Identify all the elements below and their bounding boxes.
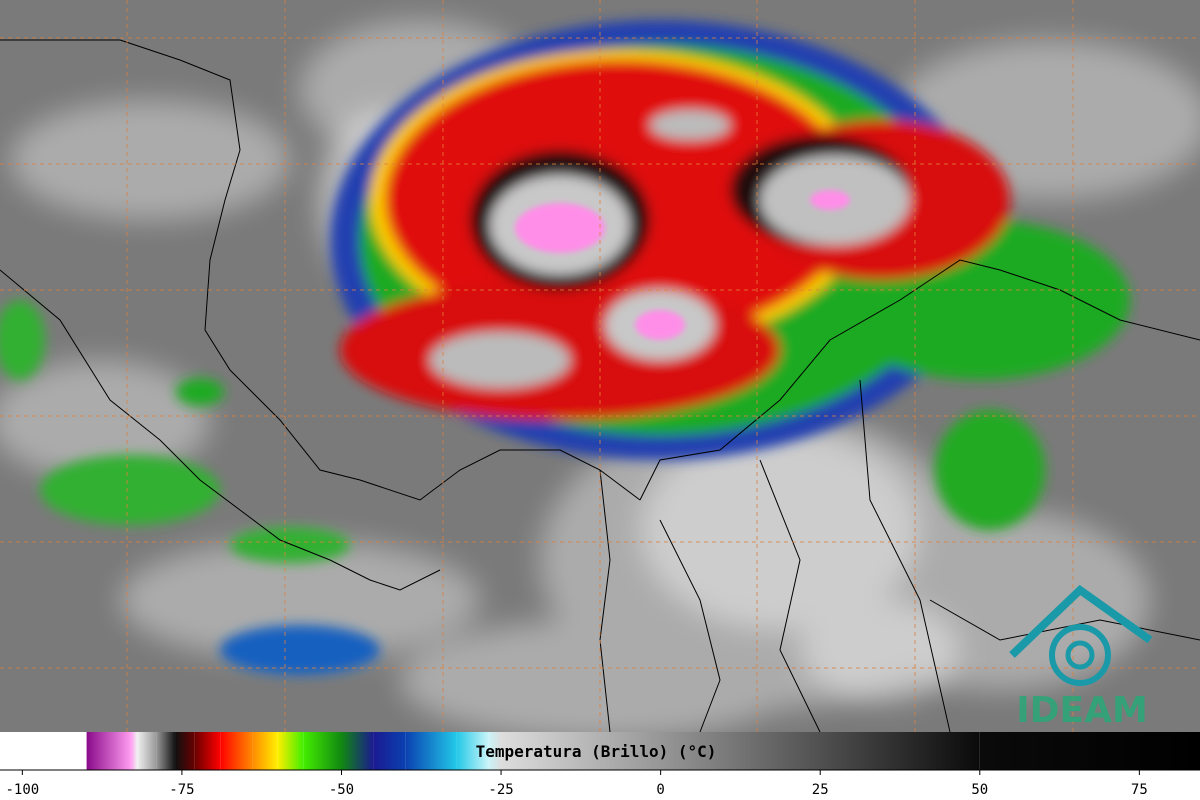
colorbar-segment bbox=[137, 732, 157, 770]
colorbar-label: Temperatura (Brillo) (°C) bbox=[476, 742, 717, 761]
colorbar-segment bbox=[303, 732, 342, 770]
colorbar-segment bbox=[252, 732, 278, 770]
logo: IDEAM bbox=[1009, 584, 1153, 731]
colorbar-tick-label: -100 bbox=[5, 782, 39, 798]
coastlines bbox=[0, 39, 1200, 733]
colorbar-segment bbox=[86, 732, 87, 770]
logo-text: IDEAM bbox=[1016, 690, 1148, 731]
colorbar-tick-label: 50 bbox=[971, 782, 988, 798]
colorbar-segment bbox=[194, 732, 221, 770]
colorbar-segment bbox=[86, 732, 131, 770]
colorbar-segment bbox=[277, 732, 304, 770]
colorbar-segment bbox=[501, 732, 980, 770]
colorbar: -100 -75 -50 -25 0 25 50 75 Temperatura (Brillo)… bbox=[0, 732, 1200, 800]
colorbar-segment bbox=[156, 732, 176, 770]
colorbar-segment bbox=[979, 732, 1200, 770]
colorbar-segment bbox=[130, 732, 138, 770]
graticule bbox=[0, 0, 1200, 732]
colorbar-tick-label: 0 bbox=[656, 782, 664, 798]
colorbar-tick-label: -25 bbox=[488, 782, 513, 798]
colorbar-segment bbox=[220, 732, 253, 770]
colorbar-segment bbox=[373, 732, 406, 770]
colorbar-segment bbox=[405, 732, 457, 770]
colorbar-segment bbox=[175, 732, 195, 770]
colorbar-segment bbox=[0, 732, 87, 770]
colorbar-segment bbox=[488, 732, 502, 770]
colorbar-segment bbox=[341, 732, 374, 770]
colorbar-segment bbox=[456, 732, 489, 770]
colorbar-tick-label: -75 bbox=[169, 782, 194, 798]
colorbar-tick-label: 75 bbox=[1131, 782, 1148, 798]
colorbar-tick-label: 25 bbox=[812, 782, 829, 798]
colorbar-tick-label: -50 bbox=[329, 782, 354, 798]
satellite-image bbox=[0, 0, 1200, 740]
